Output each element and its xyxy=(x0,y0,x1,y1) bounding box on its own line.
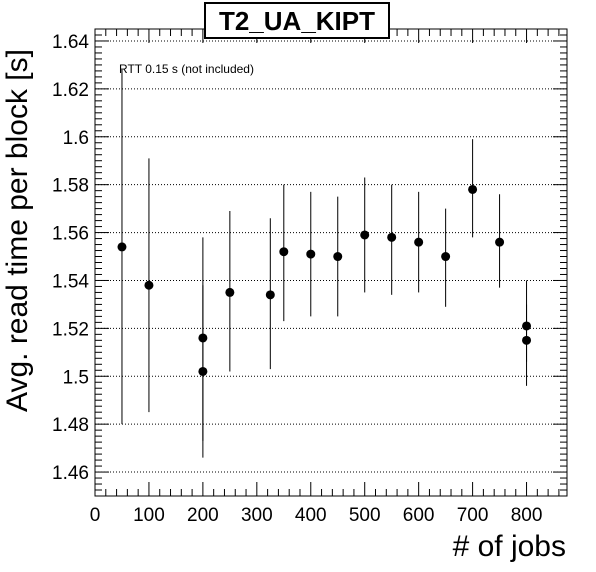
data-point xyxy=(360,230,370,240)
y-tick-label: 1.6 xyxy=(63,128,89,149)
y-tick-label: 1.62 xyxy=(52,80,89,101)
y-tick-label: 1.5 xyxy=(63,367,89,388)
data-point xyxy=(144,280,154,290)
data-point xyxy=(198,366,208,376)
x-tick-label: 400 xyxy=(295,505,327,526)
x-tick-label: 600 xyxy=(403,505,435,526)
x-axis: 0 100 200 300 400 500 600 700 800 xyxy=(90,29,560,526)
data-point xyxy=(225,287,235,297)
data-point xyxy=(306,249,316,259)
data-point xyxy=(468,184,478,194)
x-axis-label: # of jobs xyxy=(453,530,566,563)
y-tick-label: 1.54 xyxy=(52,271,89,292)
x-tick-label: 500 xyxy=(349,505,381,526)
x-tick-label: 0 xyxy=(90,505,101,526)
y-tick-label: 1.48 xyxy=(52,415,89,436)
data-point xyxy=(387,232,397,242)
x-tick-label: 200 xyxy=(187,505,219,526)
x-tick-label: 300 xyxy=(241,505,273,526)
x-tick-label: 100 xyxy=(133,505,165,526)
grid-lines xyxy=(95,40,567,473)
y-tick-label: 1.58 xyxy=(52,176,89,197)
y-tick-label: 1.46 xyxy=(52,463,89,484)
x-tick-label: 800 xyxy=(511,505,543,526)
data-points xyxy=(117,69,532,458)
chart-title: T2_UA_KIPT xyxy=(219,6,375,36)
data-point xyxy=(495,237,505,247)
title-box-frame xyxy=(204,2,390,39)
data-point xyxy=(117,242,127,252)
y-axis: 1.46 1.48 1.5 1.52 1.54 1.56 1.58 1.6 1.62 1.64 xyxy=(52,28,567,491)
title-box: T2_UA_KIPT xyxy=(204,2,390,39)
chart-annotation: RTT 0.15 s (not included) xyxy=(119,62,254,76)
data-point xyxy=(522,335,532,345)
data-point xyxy=(414,237,424,247)
x-tick-label: 700 xyxy=(457,505,489,526)
y-tick-label: 1.52 xyxy=(52,319,89,340)
y-tick-label: 1.56 xyxy=(52,224,89,245)
data-point xyxy=(441,252,451,262)
data-point xyxy=(265,290,275,300)
y-axis-label: Avg. read time per block [s] xyxy=(1,49,34,412)
data-point xyxy=(333,252,343,262)
y-tick-label: 1.64 xyxy=(52,32,89,53)
data-point xyxy=(279,247,289,257)
plot-frame xyxy=(94,28,568,497)
